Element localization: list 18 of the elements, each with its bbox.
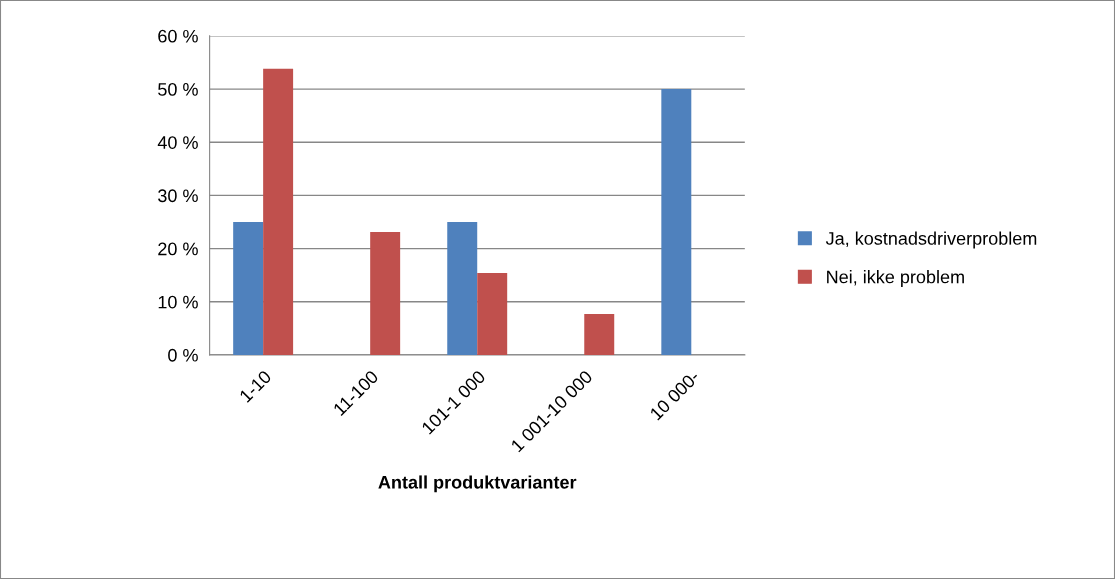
- y-tick-label: 30 %: [158, 189, 198, 203]
- bar: [447, 222, 478, 355]
- bar: [263, 68, 294, 355]
- legend-label: Ja, kostnadsdriverproblem: [825, 231, 1037, 249]
- y-tick-label: 60 %: [158, 29, 198, 43]
- y-tick-label: 0 %: [168, 348, 198, 362]
- x-axis-title: Antall produktvarianter: [378, 475, 577, 493]
- bar: [370, 232, 401, 355]
- bar: [584, 313, 615, 355]
- y-tick-label: 50 %: [158, 83, 198, 96]
- y-tick-label: 20 %: [158, 242, 198, 256]
- legend-label: Nei, ikke problem: [827, 270, 964, 287]
- bar: [477, 273, 508, 355]
- y-tick-label: 10 %: [158, 295, 198, 309]
- bar: [661, 89, 692, 355]
- bar: [233, 222, 264, 355]
- y-tick-label: 40 %: [157, 136, 198, 149]
- x-tick-label: 10 000-: [649, 369, 701, 421]
